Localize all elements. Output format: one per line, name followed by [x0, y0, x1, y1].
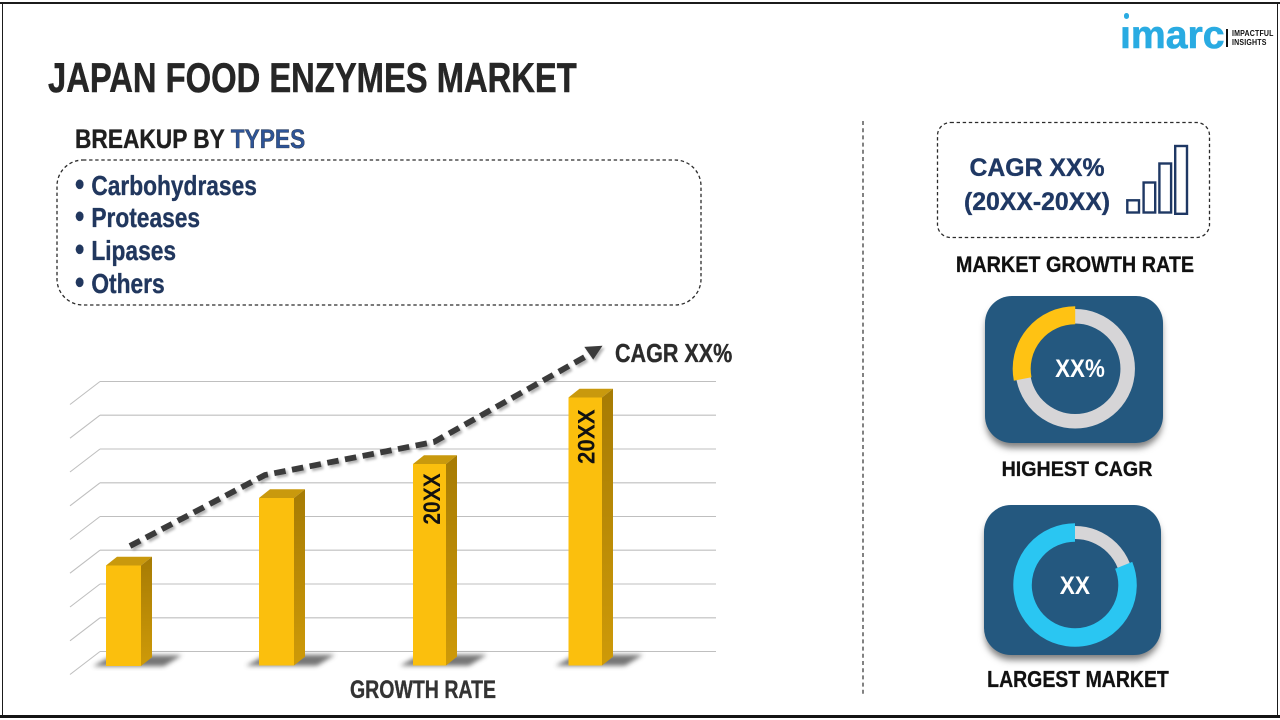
svg-text:XX%: XX% — [1055, 356, 1105, 383]
svg-text:20XX: 20XX — [573, 409, 600, 464]
svg-text:20XX: 20XX — [419, 473, 446, 525]
svg-text:XX: XX — [1060, 572, 1091, 599]
